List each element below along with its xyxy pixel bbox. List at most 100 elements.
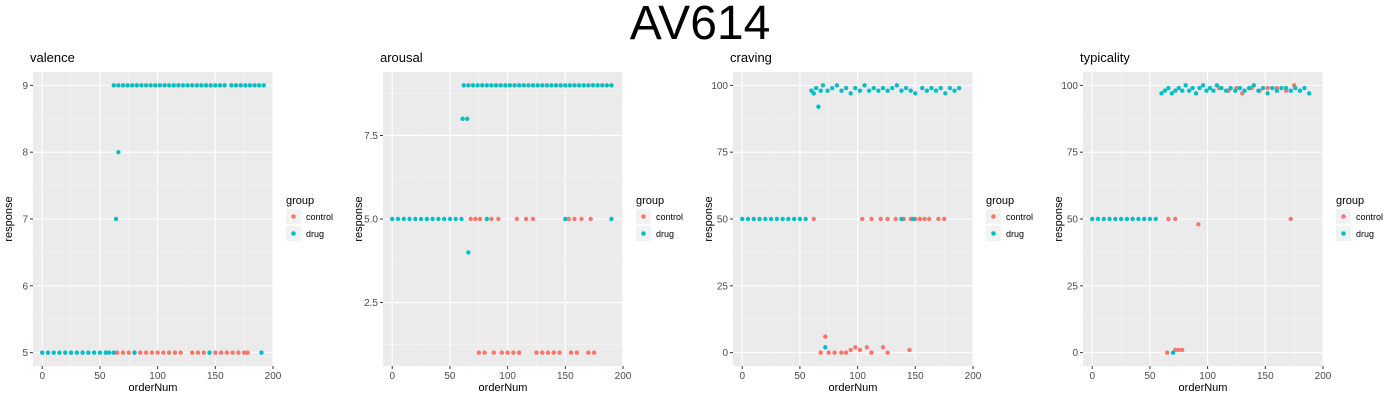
data-point-drug [1101, 216, 1106, 222]
data-point-drug [1090, 216, 1095, 222]
x-tick-label: 150 [557, 371, 574, 382]
x-tick-label: 150 [207, 371, 224, 382]
data-point-drug [553, 83, 559, 88]
data-point-control [818, 350, 823, 355]
data-point-control [155, 350, 160, 355]
data-point-drug [461, 83, 466, 88]
data-point-drug [259, 350, 264, 355]
data-point-drug [424, 216, 430, 222]
data-point-drug [1279, 85, 1284, 91]
chart-svg: 0 50 100 150 200 2.5 5.0 7.5 arousal orderNum resp… [353, 50, 683, 394]
data-point-drug [839, 88, 844, 93]
data-point-control [143, 350, 149, 355]
data-point-drug [952, 88, 957, 93]
data-point-drug [576, 83, 582, 88]
data-point-control [823, 334, 828, 339]
data-point-drug [567, 83, 573, 88]
data-point-control [178, 350, 183, 355]
data-point-drug [848, 91, 853, 96]
data-point-drug [908, 88, 913, 93]
panel-title: valence [30, 50, 75, 65]
data-point-drug [757, 216, 762, 222]
data-point-drug [512, 83, 517, 88]
data-point-drug [871, 85, 876, 91]
data-point-drug [1207, 85, 1213, 91]
data-point-drug [106, 350, 112, 355]
data-point-control [190, 350, 195, 355]
data-point-control [811, 216, 816, 222]
x-tick-label: 50 [794, 371, 806, 382]
data-point-drug [103, 350, 108, 355]
data-point-drug [530, 83, 536, 88]
data-point-drug [489, 83, 494, 88]
data-point-drug [1274, 88, 1280, 93]
data-point-drug [1173, 88, 1178, 93]
data-point-drug [1180, 88, 1185, 93]
legend-key-drug [1341, 231, 1346, 236]
legend-title: group [636, 195, 664, 207]
data-point-drug [1297, 88, 1303, 93]
data-point-drug [498, 83, 503, 88]
legend-label-control: control [1006, 212, 1033, 222]
data-point-control [885, 216, 890, 222]
data-point-drug [811, 91, 816, 96]
data-point-drug [466, 250, 471, 255]
data-point-drug [920, 85, 925, 91]
data-point-control [523, 216, 529, 222]
data-point-control [505, 350, 510, 355]
legend-title: group [286, 195, 314, 207]
data-point-drug [885, 88, 890, 93]
panel-title: craving [730, 50, 772, 65]
data-point-drug [91, 350, 97, 355]
data-point-drug [1233, 88, 1238, 93]
data-point-control [534, 350, 539, 355]
data-point-drug [1214, 83, 1220, 88]
data-point-drug [526, 83, 531, 88]
data-point-drug [1288, 88, 1293, 93]
y-tick-label: 75 [1067, 148, 1079, 159]
data-point-control [511, 350, 516, 355]
x-axis-label: orderNum [129, 382, 178, 394]
data-point-drug [956, 85, 962, 91]
data-point-drug [563, 83, 568, 88]
data-point-drug [1153, 216, 1158, 222]
data-point-control [477, 216, 483, 222]
data-point-drug [194, 83, 200, 88]
data-point-drug [208, 83, 213, 88]
data-point-control [574, 350, 580, 355]
data-point-control [848, 347, 853, 353]
y-tick-label: 100 [711, 81, 728, 92]
chart-svg: 0 50 100 150 200 0 25 50 75 100 craving orderNum res… [703, 50, 1033, 394]
data-point-control [869, 350, 874, 355]
data-point-drug [1302, 85, 1307, 91]
data-point-drug [111, 83, 116, 88]
chart-typicality: 0 50 100 150 200 0 25 50 75 100 typicality orderNum… [1050, 46, 1400, 400]
legend-title: group [986, 195, 1014, 207]
data-point-control [572, 216, 577, 222]
data-point-control [893, 216, 898, 222]
data-point-drug [217, 83, 223, 88]
data-point-control [551, 350, 556, 355]
y-tick-label: 100 [1061, 81, 1078, 92]
x-axis-label: orderNum [1179, 382, 1228, 394]
y-tick-label: 5 [22, 348, 28, 359]
data-point-drug [134, 83, 140, 88]
chart-arousal: 0 50 100 150 200 2.5 5.0 7.5 arousal orderNum resp… [350, 46, 700, 400]
data-point-drug [1169, 91, 1175, 96]
y-axis-label: response [1053, 196, 1065, 241]
data-point-drug [1186, 88, 1192, 93]
data-point-control [514, 216, 520, 222]
data-point-control [149, 350, 155, 355]
data-point-drug [1190, 85, 1195, 91]
data-point-control [869, 216, 874, 222]
data-point-drug [797, 216, 803, 222]
data-point-drug [68, 350, 74, 355]
data-point-drug [880, 85, 886, 91]
data-point-drug [447, 216, 453, 222]
data-point-drug [116, 83, 121, 88]
data-point-drug [1204, 88, 1209, 93]
data-point-drug [453, 216, 458, 222]
data-point-control [926, 216, 932, 222]
data-point-drug [586, 83, 591, 88]
y-tick-label: 7 [22, 215, 28, 226]
